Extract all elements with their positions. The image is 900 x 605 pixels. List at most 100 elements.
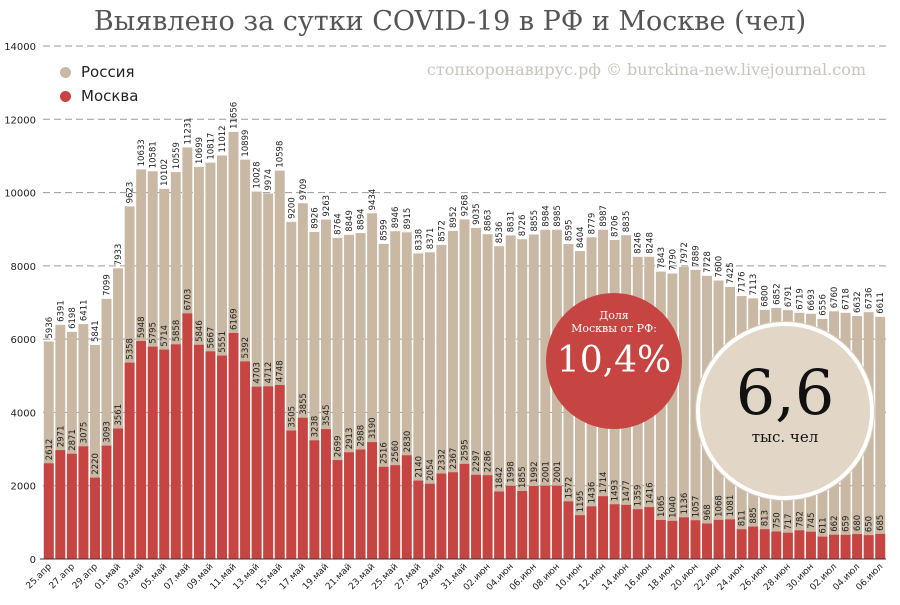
bar-russia xyxy=(240,159,251,559)
bar-moscow xyxy=(90,477,100,559)
bar-moscow xyxy=(320,429,331,559)
bar-russia xyxy=(655,271,666,559)
data-label-russia: 7099 xyxy=(103,274,113,296)
share-label-line-2: Москвы от РФ: xyxy=(571,322,657,335)
bar-moscow xyxy=(632,509,643,559)
y-axis-ticks: 0 2000 4000 6000 8000 10000 12000 14000 xyxy=(4,42,36,566)
data-label-russia: 8572 xyxy=(437,220,447,242)
data-label-moscow: 2001 xyxy=(541,461,551,483)
data-label-moscow: 6703 xyxy=(183,289,193,311)
data-label-moscow: 1057 xyxy=(691,496,701,518)
data-label-russia: 8926 xyxy=(310,207,320,229)
data-label-russia: 10699 xyxy=(195,137,205,164)
legend-russia-swatch xyxy=(60,66,71,78)
bar-russia xyxy=(447,230,458,559)
data-label-moscow: 2595 xyxy=(461,439,471,461)
bar-russia xyxy=(263,193,274,559)
data-label-moscow: 2297 xyxy=(472,450,482,472)
bar-moscow xyxy=(713,519,724,559)
bar-moscow xyxy=(78,446,89,559)
data-label-russia: 10598 xyxy=(276,141,286,168)
data-label-moscow: 3190 xyxy=(368,417,378,439)
bar-moscow xyxy=(540,485,551,559)
bar-moscow xyxy=(471,474,482,559)
data-label-moscow: 3855 xyxy=(299,393,309,415)
data-label-moscow: 4712 xyxy=(264,362,274,384)
data-label-moscow: 1195 xyxy=(576,491,586,513)
bar-russia xyxy=(875,316,886,559)
bar-russia xyxy=(101,298,112,559)
bar-moscow xyxy=(55,450,66,559)
moscow-share-badge: Доля Москвы от РФ: 10,4% xyxy=(546,293,682,429)
data-label-moscow: 2612 xyxy=(45,439,55,461)
data-label-moscow: 6169 xyxy=(230,308,240,330)
data-label-moscow: 1493 xyxy=(611,480,621,502)
bar-moscow xyxy=(598,496,609,559)
bar-moscow xyxy=(621,504,632,559)
bar-russia xyxy=(690,269,701,559)
data-label-russia: 10899 xyxy=(241,130,251,157)
total-value: 6,6 xyxy=(735,356,835,429)
bar-moscow xyxy=(852,534,863,559)
bar-moscow xyxy=(794,530,805,559)
data-label-moscow: 5858 xyxy=(172,320,182,342)
data-label-moscow: 5948 xyxy=(137,316,147,338)
bar-moscow xyxy=(840,534,851,559)
bar-moscow xyxy=(182,313,193,559)
data-label-moscow: 2699 xyxy=(333,435,343,457)
data-label-moscow: 5551 xyxy=(218,331,228,353)
legend: Россия Москва xyxy=(60,60,138,108)
bar-moscow xyxy=(459,463,470,559)
y-tick-label: 10000 xyxy=(4,189,36,200)
data-label-russia: 9268 xyxy=(461,195,471,217)
bar-moscow xyxy=(875,533,886,559)
bar-moscow xyxy=(817,536,828,559)
data-label-russia: 8863 xyxy=(484,210,494,232)
bar-russia xyxy=(286,221,297,559)
data-label-russia: 9200 xyxy=(287,197,297,219)
data-label-russia: 10028 xyxy=(253,161,263,188)
bar-moscow xyxy=(263,386,274,559)
data-label-russia: 8248 xyxy=(645,232,655,254)
y-tick-label: 6000 xyxy=(11,335,36,346)
data-label-moscow: 717 xyxy=(784,513,794,529)
bar-moscow xyxy=(136,341,147,559)
data-label-moscow: 685 xyxy=(876,515,886,531)
bar-russia xyxy=(78,324,89,559)
data-label-moscow: 1998 xyxy=(507,461,517,483)
data-label-moscow: 2332 xyxy=(437,449,447,471)
data-label-moscow: 611 xyxy=(818,517,828,533)
bar-moscow xyxy=(332,460,343,559)
bar-russia xyxy=(55,324,66,559)
data-label-moscow: 1842 xyxy=(495,467,505,489)
bar-moscow xyxy=(563,501,574,559)
bar-moscow xyxy=(66,453,77,559)
bar-russia xyxy=(505,235,516,559)
data-label-moscow: 4748 xyxy=(276,360,286,382)
data-label-russia: 6852 xyxy=(772,283,782,305)
data-label-moscow: 968 xyxy=(703,504,713,520)
data-label-russia: 9709 xyxy=(299,179,309,201)
data-label-moscow: 1359 xyxy=(634,485,644,507)
bar-russia xyxy=(251,191,262,560)
legend-moscow-swatch xyxy=(60,90,71,102)
bar-russia xyxy=(667,273,678,559)
data-label-russia: 9035 xyxy=(472,203,482,225)
data-label-russia: 10633 xyxy=(137,139,147,166)
data-label-russia: 7600 xyxy=(715,256,725,278)
bar-russia xyxy=(332,237,343,559)
y-tick-label: 2000 xyxy=(11,482,36,493)
data-label-russia: 11231 xyxy=(183,117,193,144)
data-label-moscow: 5667 xyxy=(206,327,216,349)
data-label-russia: 5936 xyxy=(45,317,55,339)
data-label-russia: 6198 xyxy=(68,307,78,329)
bar-moscow xyxy=(101,445,112,559)
bar-moscow xyxy=(274,385,285,559)
data-label-russia: 6719 xyxy=(795,288,805,310)
data-label-moscow: 2001 xyxy=(553,461,563,483)
chart-title: Выявлено за сутки COVID-19 в РФ и Москве… xyxy=(93,6,807,37)
data-label-moscow: 885 xyxy=(749,507,759,523)
bar-russia xyxy=(378,243,389,559)
bar-russia xyxy=(320,219,331,559)
data-label-russia: 10581 xyxy=(149,141,159,168)
